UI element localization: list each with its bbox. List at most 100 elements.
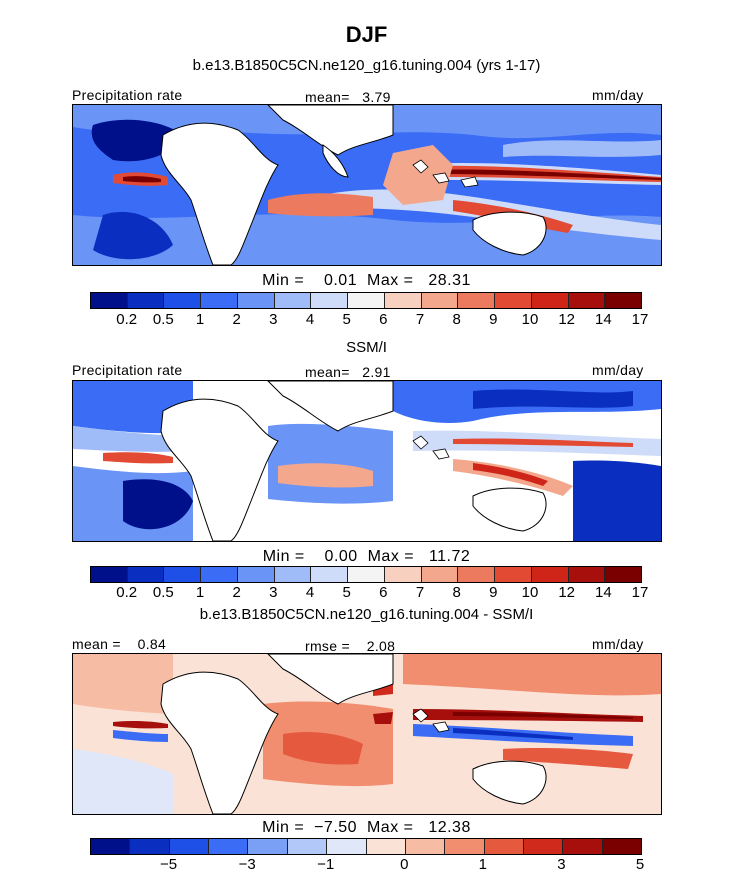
colorbar-swatch bbox=[201, 293, 238, 308]
colorbar-swatch bbox=[201, 567, 238, 582]
colorbar-swatch bbox=[127, 293, 165, 308]
panel-3-colorbar-ticks: −5 −3 −1 0 1 3 5 bbox=[90, 856, 644, 876]
panel-2-map bbox=[72, 380, 662, 542]
colorbar-swatch bbox=[348, 567, 385, 582]
colorbar-swatch bbox=[274, 293, 312, 308]
colorbar-tick-label: 8 bbox=[452, 311, 461, 328]
colorbar-swatch bbox=[602, 839, 642, 854]
colorbar-swatch bbox=[384, 567, 422, 582]
colorbar-tick-label: −3 bbox=[238, 856, 256, 873]
colorbar-swatch bbox=[91, 293, 128, 308]
colorbar-swatch bbox=[169, 839, 210, 854]
panel-2-minmax: Min = 0.00 Max = 11.72 bbox=[262, 548, 471, 565]
colorbar-swatch bbox=[568, 293, 606, 308]
colorbar-swatch bbox=[127, 567, 165, 582]
colorbar-tick-label: 7 bbox=[415, 311, 425, 328]
panel-2-colorbar bbox=[90, 566, 642, 583]
panel-3-colorbar bbox=[90, 838, 642, 855]
colorbar-tick-label: 14 bbox=[594, 584, 612, 601]
colorbar-swatch bbox=[568, 567, 606, 582]
colorbar-swatch bbox=[384, 293, 422, 308]
colorbar-tick-label: 5 bbox=[635, 856, 645, 873]
colorbar-swatch bbox=[531, 293, 569, 308]
colorbar-swatch bbox=[405, 839, 446, 854]
colorbar-tick-label: 12 bbox=[558, 584, 575, 601]
colorbar-swatch bbox=[605, 293, 642, 308]
colorbar-swatch bbox=[327, 839, 367, 854]
panel-3-minmax: Min = −7.50 Max = 12.38 bbox=[262, 819, 471, 836]
colorbar-tick-label: 8 bbox=[452, 584, 461, 601]
colorbar-swatch bbox=[274, 567, 312, 582]
colorbar-tick-label: 9 bbox=[489, 311, 498, 328]
panel-3-map bbox=[72, 653, 662, 815]
panel-1-map bbox=[72, 104, 662, 266]
panel-1-colorbar-ticks: 0.2 0.5 1 2 3 4 5 6 7 8 9 10 12 14 17 bbox=[90, 311, 648, 331]
colorbar-tick-label: 2 bbox=[232, 584, 241, 601]
colorbar-tick-label: 1 bbox=[195, 311, 205, 328]
colorbar-swatch bbox=[495, 567, 532, 582]
colorbar-swatch bbox=[458, 567, 496, 582]
colorbar-tick-label: 17 bbox=[631, 584, 649, 601]
colorbar-tick-label: 6 bbox=[379, 584, 388, 601]
colorbar-tick-label: 0.2 bbox=[116, 311, 138, 328]
panel-1-map-canvas bbox=[73, 105, 661, 265]
colorbar-tick-label: 7 bbox=[415, 584, 425, 601]
colorbar-tick-label: 5 bbox=[342, 584, 351, 601]
colorbar-swatch bbox=[91, 567, 128, 582]
panel-1-units-label: mm/day bbox=[592, 87, 644, 103]
colorbar-swatch bbox=[311, 567, 349, 582]
colorbar-tick-label: 6 bbox=[379, 311, 388, 328]
colorbar-swatch bbox=[495, 293, 532, 308]
colorbar-tick-label: 5 bbox=[342, 311, 351, 328]
panel-3-rmse-label: rmse = 2.08 bbox=[305, 638, 396, 654]
colorbar-tick-label: 3 bbox=[269, 311, 278, 328]
panel-1-minmax: Min = 0.01 Max = 28.31 bbox=[262, 272, 471, 289]
colorbar-swatch bbox=[164, 293, 202, 308]
colorbar-swatch bbox=[287, 839, 328, 854]
panel-3-units-label: mm/day bbox=[592, 636, 644, 652]
colorbar-swatch bbox=[348, 293, 385, 308]
colorbar-tick-label: 4 bbox=[305, 584, 315, 601]
colorbar-tick-label: 0.5 bbox=[152, 311, 174, 328]
colorbar-swatch bbox=[237, 293, 275, 308]
colorbar-tick-label: 0.2 bbox=[116, 584, 138, 601]
colorbar-swatch bbox=[605, 567, 642, 582]
colorbar-swatch bbox=[484, 839, 524, 854]
panel-2-map-canvas bbox=[73, 381, 661, 541]
colorbar-tick-label: 10 bbox=[521, 584, 539, 601]
panel-2-title: SSM/I bbox=[346, 339, 387, 356]
colorbar-swatch bbox=[209, 839, 249, 854]
panel-1-variable-label: Precipitation rate bbox=[72, 87, 183, 103]
panel-2-mean-label: mean= 2.91 bbox=[305, 364, 391, 380]
colorbar-tick-label: 3 bbox=[269, 584, 278, 601]
colorbar-tick-label: 9 bbox=[489, 584, 498, 601]
colorbar-swatch bbox=[164, 567, 202, 582]
colorbar-swatch bbox=[421, 567, 459, 582]
colorbar-swatch bbox=[91, 839, 131, 854]
colorbar-swatch bbox=[523, 839, 564, 854]
colorbar-swatch bbox=[130, 839, 170, 854]
colorbar-tick-label: 12 bbox=[558, 311, 575, 328]
colorbar-swatch bbox=[458, 293, 496, 308]
panel-2-variable-label: Precipitation rate bbox=[72, 362, 183, 378]
colorbar-swatch bbox=[311, 293, 349, 308]
colorbar-tick-label: 4 bbox=[305, 311, 315, 328]
colorbar-swatch bbox=[531, 567, 569, 582]
panel-3-map-canvas bbox=[73, 654, 661, 814]
panel-1-title: b.e13.B1850C5CN.ne120_g16.tuning.004 (yr… bbox=[192, 57, 541, 74]
panel-2-colorbar-ticks: 0.2 0.5 1 2 3 4 5 6 7 8 9 10 12 14 17 bbox=[90, 584, 648, 604]
colorbar-tick-label: 0.5 bbox=[152, 584, 174, 601]
colorbar-tick-label: 3 bbox=[557, 856, 566, 873]
colorbar-swatch bbox=[366, 839, 406, 854]
panel-2-units-label: mm/day bbox=[592, 362, 644, 378]
colorbar-swatch bbox=[248, 839, 288, 854]
colorbar-tick-label: −1 bbox=[317, 856, 335, 873]
colorbar-swatch bbox=[237, 567, 275, 582]
colorbar-tick-label: 10 bbox=[521, 311, 539, 328]
colorbar-swatch bbox=[563, 839, 603, 854]
colorbar-swatch bbox=[445, 839, 485, 854]
panel-1-mean-label: mean= 3.79 bbox=[305, 89, 391, 105]
colorbar-swatch bbox=[421, 293, 459, 308]
colorbar-tick-label: 2 bbox=[232, 311, 241, 328]
panel-3-title: b.e13.B1850C5CN.ne120_g16.tuning.004 - S… bbox=[199, 606, 534, 623]
